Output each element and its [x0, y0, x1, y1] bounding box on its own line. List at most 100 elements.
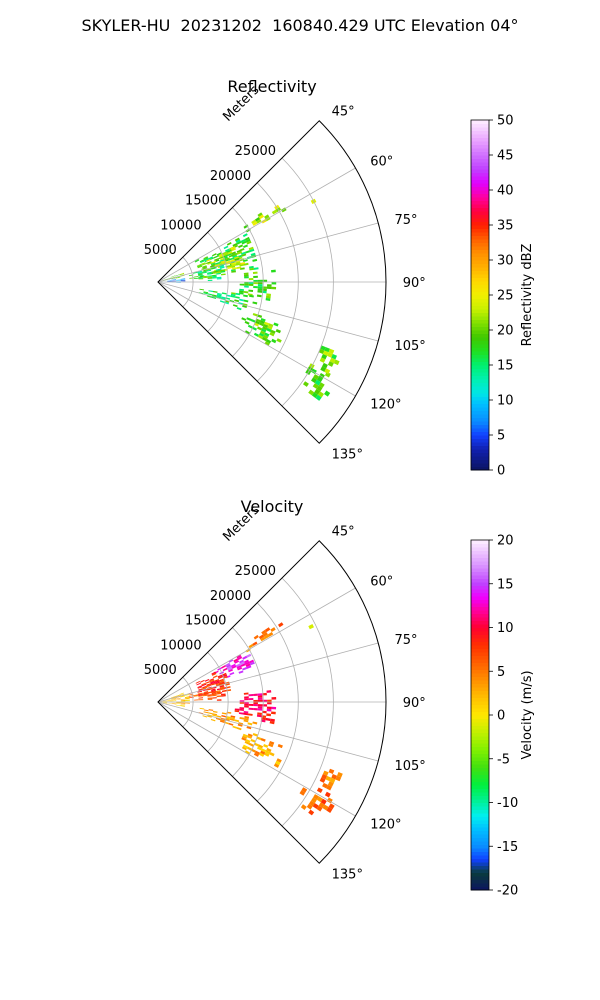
reflectivity-echo-cell — [236, 249, 242, 253]
reflectivity-echo-cell — [271, 282, 277, 285]
reflectivity-echo-cell — [227, 265, 232, 268]
velocity-echo-cell — [247, 722, 253, 726]
reflectivity-echo-cell — [321, 354, 328, 360]
reflectivity-echo-cell — [329, 357, 336, 364]
velocity-colorbar-segment — [471, 739, 489, 744]
reflectivity-colorbar-segment — [471, 204, 489, 208]
velocity-echo-cell — [162, 702, 168, 703]
velocity-colorbar-segment — [471, 725, 489, 730]
velocity-echo-cell — [216, 715, 222, 718]
reflectivity-colorbar-segment — [471, 344, 489, 348]
velocity-echo-cell — [238, 670, 244, 674]
reflectivity-echo-cell — [252, 258, 258, 262]
velocity-colorbar-segment — [471, 827, 489, 831]
velocity-echo-cell — [234, 719, 240, 723]
velocity-echo-cell — [241, 737, 247, 741]
velocity-echo-cell — [248, 698, 254, 701]
reflectivity-echo-cell — [318, 348, 325, 354]
reflectivity-echo-cell — [235, 292, 241, 296]
reflectivity-colorbar-segment — [471, 179, 489, 184]
reflectivity-colorbar: 0 5 10 15 20 25 30 35 40 45 50 — [470, 114, 514, 479]
reflectivity-echo-cell — [264, 341, 270, 346]
reflectivity-colorbar-segment — [471, 316, 489, 320]
reflectivity-radial-tick-label: 25000 — [235, 144, 276, 159]
reflectivity-echo-cell — [206, 258, 211, 262]
velocity-colorbar-segment — [471, 697, 489, 702]
reflectivity-echo-cell — [257, 334, 264, 340]
reflectivity-echo-cell — [252, 221, 258, 226]
reflectivity-echo-cell — [207, 277, 213, 279]
velocity-title: Velocity — [241, 497, 304, 516]
velocity-colorbar-segment — [471, 851, 489, 856]
reflectivity-colorbar-tick-label: 15 — [497, 359, 514, 374]
reflectivity-echo-cell — [197, 271, 203, 274]
reflectivity-echo-cell — [317, 391, 324, 398]
velocity-echo-cell — [249, 661, 255, 666]
reflectivity-echo-cell — [244, 282, 249, 284]
velocity-colorbar-segment — [471, 788, 489, 793]
velocity-echo-cell — [207, 712, 213, 715]
velocity-echo-cell — [299, 790, 306, 796]
reflectivity-echo-cell — [308, 389, 315, 396]
velocity-echo-cell — [252, 733, 258, 737]
reflectivity-echo-cell — [247, 324, 253, 329]
reflectivity-echo-cell — [232, 254, 238, 258]
velocity-echo-cell — [180, 705, 186, 707]
reflectivity-colorbar-segment — [471, 176, 489, 180]
reflectivity-echo-cell — [202, 275, 208, 278]
velocity-echo-cell — [277, 744, 283, 749]
velocity-colorbar-segment — [471, 543, 489, 548]
reflectivity-echo-cell — [243, 262, 249, 266]
velocity-radial-tick-label: 15000 — [185, 614, 226, 629]
velocity-echo-cell — [180, 703, 186, 704]
reflectivity-echo-cell — [314, 379, 321, 386]
velocity-echo-cell — [326, 806, 333, 813]
velocity-echo-cell — [253, 752, 259, 757]
reflectivity-echo-cell — [241, 240, 247, 245]
reflectivity-colorbar-segment — [471, 270, 489, 275]
velocity-echo-cell — [257, 706, 263, 709]
reflectivity-echo-cell — [244, 236, 250, 241]
velocity-azimuth-tick-label: 135° — [332, 868, 363, 883]
velocity-echo-cell — [236, 665, 242, 669]
velocity-colorbar-segment — [471, 823, 489, 828]
reflectivity-echo-cell — [262, 326, 268, 331]
reflectivity-echo-cell — [216, 252, 222, 256]
reflectivity-echo-cell — [250, 252, 256, 256]
velocity-echo-cell — [257, 704, 263, 707]
velocity-echo-cell — [198, 697, 204, 699]
velocity-colorbar-segment — [471, 631, 489, 635]
velocity-echo-cell — [265, 750, 271, 755]
velocity-colorbar-segment — [471, 883, 489, 887]
velocity-echo-region — [319, 768, 343, 791]
velocity-echo-cell — [253, 693, 258, 696]
reflectivity-colorbar-segment — [471, 232, 489, 236]
reflectivity-echo-cell — [226, 242, 232, 246]
reflectivity-echo-cell — [210, 265, 215, 268]
reflectivity-colorbar-segment — [471, 155, 489, 159]
velocity-echo-cell — [180, 705, 185, 707]
reflectivity-colorbar-tick-label: 25 — [497, 289, 514, 304]
velocity-echo-cell — [197, 690, 203, 693]
reflectivity-echo-cell — [265, 295, 271, 299]
velocity-echo-cell — [171, 696, 176, 698]
velocity-echo-cell — [202, 693, 208, 696]
reflectivity-echo-cell — [255, 217, 261, 222]
reflectivity-colorbar-segment — [471, 239, 489, 243]
reflectivity-echo-cell — [314, 388, 321, 395]
reflectivity-colorbar-segment — [471, 221, 489, 226]
velocity-colorbar-segment — [471, 792, 489, 796]
reflectivity-azimuth-tick-label: 60° — [370, 155, 393, 170]
velocity-echo-cell — [184, 694, 190, 696]
velocity-echo-cell — [271, 711, 276, 715]
velocity-echo-cell — [203, 688, 208, 691]
velocity-echo-cell — [235, 663, 241, 667]
reflectivity-echo-cell — [166, 277, 172, 280]
reflectivity-echo-cell — [207, 262, 213, 265]
velocity-colorbar-segment — [471, 599, 489, 604]
reflectivity-echo-cell — [239, 298, 244, 302]
reflectivity-echo-region — [318, 345, 340, 375]
velocity-echo-cell — [331, 774, 337, 780]
velocity-colorbar-segment — [471, 582, 489, 586]
velocity-azimuth-tick-label: 90° — [403, 696, 426, 711]
